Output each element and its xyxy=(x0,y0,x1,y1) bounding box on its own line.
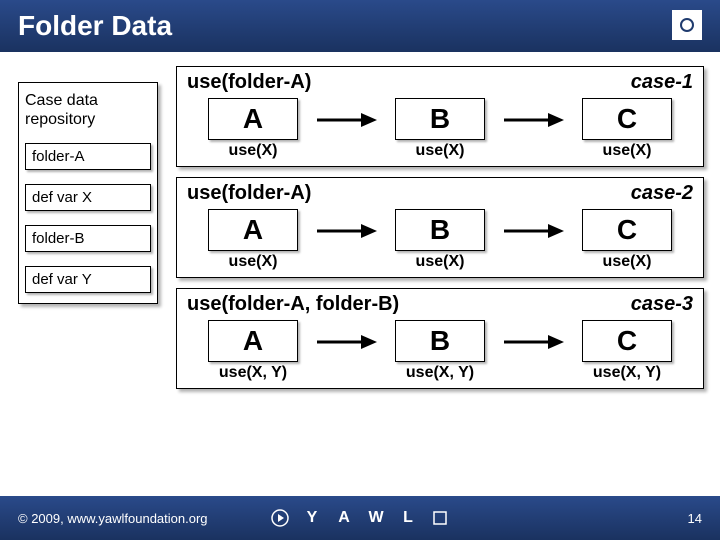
node-col: A use(X, Y) xyxy=(193,320,313,382)
node-col: A use(X) xyxy=(193,209,313,271)
case-header: use(folder-A, folder-B) case-3 xyxy=(187,293,693,316)
case-label: case-2 xyxy=(631,182,693,205)
sidebar-item: def var Y xyxy=(25,266,151,293)
node-sub: use(X) xyxy=(229,253,278,271)
node-sub: use(X) xyxy=(416,142,465,160)
node-col: B use(X) xyxy=(380,209,500,271)
node-sub: use(X) xyxy=(416,253,465,271)
case-header: use(folder-A) case-2 xyxy=(187,182,693,205)
page-number: 14 xyxy=(688,511,702,526)
node-box: B xyxy=(395,209,485,251)
footer-bar: © 2009, www.yawlfoundation.org Y A W L 1… xyxy=(0,496,720,540)
node-col: B use(X, Y) xyxy=(380,320,500,382)
arrow-icon xyxy=(317,221,377,241)
node-col: A use(X) xyxy=(193,98,313,160)
node-sub: use(X, Y) xyxy=(406,364,474,382)
node-box: B xyxy=(395,320,485,362)
node-col: C use(X) xyxy=(567,209,687,271)
arrow-icon xyxy=(504,332,564,352)
sidebar-title: Case data repository xyxy=(25,91,151,129)
yawl-l-icon: L xyxy=(396,506,420,530)
use-label: use(folder-A) xyxy=(187,182,311,205)
yawl-y-icon: Y xyxy=(300,506,324,530)
node-sub: use(X) xyxy=(603,142,652,160)
node-box: B xyxy=(395,98,485,140)
use-label: use(folder-A) xyxy=(187,71,311,94)
node-box: C xyxy=(582,209,672,251)
case-box-3: use(folder-A, folder-B) case-3 A use(X, … xyxy=(176,288,704,389)
node-row: A use(X) B use(X) C use(X) xyxy=(187,98,693,160)
case-data-repository: Case data repository folder-A def var X … xyxy=(18,82,158,304)
node-sub: use(X) xyxy=(603,253,652,271)
arrow-icon xyxy=(317,332,377,352)
node-box: A xyxy=(208,209,298,251)
square-icon xyxy=(428,506,452,530)
case-label: case-1 xyxy=(631,71,693,94)
node-box: C xyxy=(582,320,672,362)
node-sub: use(X, Y) xyxy=(219,364,287,382)
sidebar-item: folder-A xyxy=(25,143,151,170)
sidebar-item: folder-B xyxy=(25,225,151,252)
node-row: A use(X) B use(X) C use(X) xyxy=(187,209,693,271)
use-label: use(folder-A, folder-B) xyxy=(187,293,399,316)
yawl-a-icon: A xyxy=(332,506,356,530)
page-title: Folder Data xyxy=(18,10,172,42)
cases-container: use(folder-A) case-1 A use(X) B use(X) xyxy=(176,66,704,399)
node-row: A use(X, Y) B use(X, Y) C use(X, Y) xyxy=(187,320,693,382)
title-bar: Folder Data xyxy=(0,0,720,52)
yawl-w-icon: W xyxy=(364,506,388,530)
node-col: B use(X) xyxy=(380,98,500,160)
yawl-logo-icon xyxy=(672,10,702,40)
case-label: case-3 xyxy=(631,293,693,316)
node-box: A xyxy=(208,320,298,362)
case-box-2: use(folder-A) case-2 A use(X) B use(X) xyxy=(176,177,704,278)
node-col: C use(X, Y) xyxy=(567,320,687,382)
node-col: C use(X) xyxy=(567,98,687,160)
node-box: C xyxy=(582,98,672,140)
footer-logo-icons: Y A W L xyxy=(268,506,452,530)
arrow-icon xyxy=(317,110,377,130)
copyright-text: © 2009, www.yawlfoundation.org xyxy=(18,511,208,526)
case-box-1: use(folder-A) case-1 A use(X) B use(X) xyxy=(176,66,704,167)
node-box: A xyxy=(208,98,298,140)
case-header: use(folder-A) case-1 xyxy=(187,71,693,94)
node-sub: use(X) xyxy=(229,142,278,160)
content-area: Case data repository folder-A def var X … xyxy=(0,52,720,492)
node-sub: use(X, Y) xyxy=(593,364,661,382)
sidebar-item: def var X xyxy=(25,184,151,211)
play-icon xyxy=(268,506,292,530)
arrow-icon xyxy=(504,110,564,130)
arrow-icon xyxy=(504,221,564,241)
